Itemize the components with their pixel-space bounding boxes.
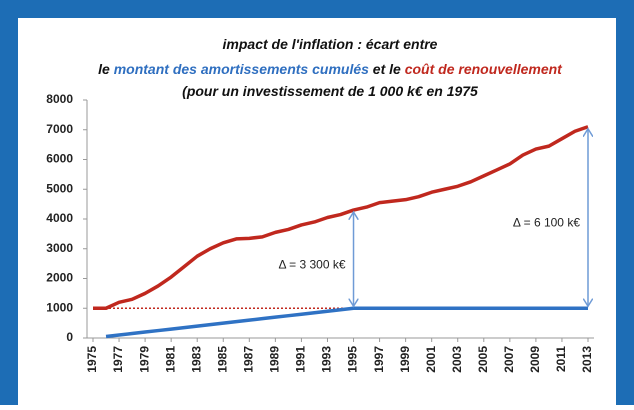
x-tick-label: 1997 — [372, 346, 386, 373]
title-part: (pour un investissement de 1 000 k€ en 1… — [182, 83, 478, 99]
title-part: impact de l'inflation : écart entre — [223, 36, 438, 52]
x-tick-label: 2007 — [502, 346, 516, 373]
y-tick-label: 6000 — [46, 152, 73, 166]
title-block: impact de l'inflation : écart entre le mo… — [98, 36, 563, 99]
y-tick-label: 1000 — [46, 300, 73, 314]
y-tick-label: 3000 — [46, 241, 73, 255]
x-tick-label: 1987 — [241, 346, 255, 373]
series-line — [105, 306, 588, 339]
title-line: le montant des amortissements cumulés et… — [98, 61, 563, 77]
x-tick-label: 1985 — [215, 346, 229, 373]
x-tick-label: 1981 — [163, 346, 177, 373]
x-tick-label: 1993 — [320, 346, 334, 373]
x-tick-label: 1989 — [268, 346, 282, 373]
x-tick-label: 2009 — [528, 346, 542, 373]
annotation-label: Δ = 6 100 k€ — [513, 216, 580, 230]
title-part: et le — [369, 61, 405, 77]
title-part: montant des amortissements cumulés — [114, 61, 369, 77]
x-tick-label: 2013 — [580, 346, 594, 373]
chart-area — [18, 18, 616, 405]
annotation-box — [506, 213, 582, 234]
x-tick-label: 2005 — [476, 346, 490, 373]
y-tick-label: 4000 — [46, 211, 73, 225]
x-tick-label: 2001 — [424, 346, 438, 373]
x-tick-label: 1983 — [189, 346, 203, 373]
x-tick-label: 1991 — [294, 346, 308, 373]
x-tick-label: 2003 — [450, 346, 464, 373]
annotation-box — [271, 255, 348, 276]
y-tick-label: 5000 — [46, 181, 73, 195]
title-part: le — [98, 61, 114, 77]
x-tick-label: 1979 — [137, 346, 151, 373]
title-line: (pour un investissement de 1 000 k€ en 1… — [182, 83, 478, 99]
y-tick-label: 0 — [66, 330, 73, 344]
x-tick-label: 1977 — [111, 346, 125, 373]
y-tick-label: 2000 — [46, 271, 73, 285]
x-tick-label: 2011 — [554, 346, 568, 372]
x-tick-label: 1995 — [346, 346, 360, 373]
annotation-label: Δ = 3 300 k€ — [278, 257, 345, 271]
x-tick-label: 1999 — [398, 346, 412, 373]
y-tick-label: 8000 — [46, 92, 73, 106]
y-tick-label: 7000 — [46, 122, 73, 136]
series-line — [93, 125, 589, 310]
x-tick-label: 1975 — [85, 346, 99, 373]
title-line: impact de l'inflation : écart entre — [223, 36, 438, 52]
title-part: coût de renouvellement — [405, 61, 563, 77]
